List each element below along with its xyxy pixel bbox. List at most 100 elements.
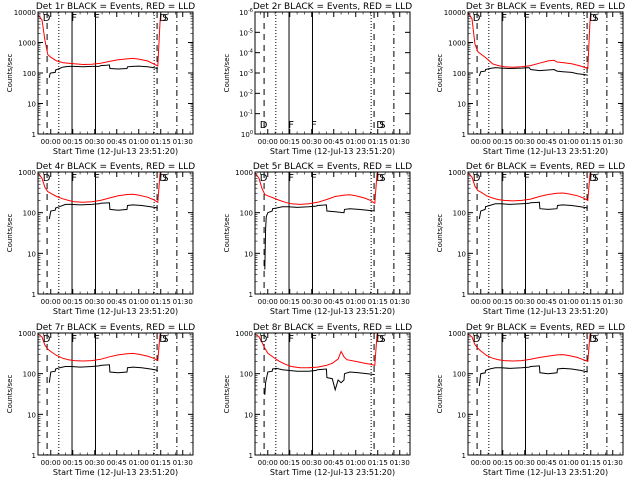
marker-label: F — [311, 120, 317, 131]
series-line-black — [264, 367, 375, 395]
marker-label: S — [162, 334, 168, 345]
marker-label: F — [524, 13, 530, 24]
y-tick-label: 10 — [244, 411, 253, 419]
x-tick-label: 00:30 — [515, 459, 535, 467]
plot-area — [38, 12, 178, 134]
x-tick-label: 00:15 — [63, 138, 83, 146]
y-tick-label: 100 — [453, 210, 466, 218]
x-tick-label: 01:00 — [559, 459, 579, 467]
x-tick-label: 00:15 — [280, 298, 300, 306]
marker-label: D — [589, 173, 597, 184]
y-axis-label: Counts/sec — [6, 54, 14, 93]
y-tick-label: 10 — [457, 250, 466, 258]
x-tick-label: 01:15 — [368, 459, 388, 467]
y-tick-label: 10 — [27, 101, 36, 109]
x-tick-label: 01:30 — [603, 459, 623, 467]
x-tick-label: 01:15 — [151, 459, 171, 467]
x-tick-label: 00:45 — [324, 138, 344, 146]
chart-title: Det 1r BLACK = Events, RED = LLD — [36, 2, 195, 12]
series-line-red — [468, 12, 592, 70]
series-line-red — [468, 172, 592, 202]
y-tick-label: 10-5 — [239, 28, 253, 37]
x-tick-label: 00:00 — [41, 298, 61, 306]
chart-panel-9: Det 9r BLACK = Events, RED = LLD Start Ti… — [436, 323, 625, 477]
y-tick-label: 10000 — [444, 9, 466, 17]
y-tick-label: 10 — [27, 411, 36, 419]
x-tick-label: 00:30 — [515, 138, 535, 146]
x-tick-label: 00:00 — [471, 138, 491, 146]
x-axis-label: Start Time (12-Jul-13 23:51:20) — [53, 147, 178, 156]
x-tick-label: 00:30 — [302, 298, 322, 306]
x-tick-label: 00:30 — [85, 138, 105, 146]
y-tick-label: 100 — [23, 371, 36, 379]
y-tick-label: 1 — [249, 452, 253, 460]
x-axis-label: Start Time (12-Jul-13 23:51:20) — [270, 307, 395, 316]
plot-area — [263, 12, 395, 134]
chart-panel-7: Det 7r BLACK = Events, RED = LLD Start Ti… — [6, 323, 195, 477]
y-tick-label: 1 — [32, 291, 36, 299]
marker-label: F — [94, 173, 100, 184]
marker-label: F — [71, 334, 77, 345]
chart-title: Det 2r BLACK = Events, RED = LLD — [253, 2, 412, 12]
y-tick-label: 1 — [462, 131, 466, 139]
x-tick-label: 00:15 — [63, 298, 83, 306]
x-tick-label: 00:00 — [258, 138, 278, 146]
y-tick-label: 10-4 — [239, 49, 253, 58]
marker-label: S — [162, 13, 168, 24]
y-tick-label: 10 — [244, 250, 253, 258]
marker-label: F — [501, 173, 507, 184]
y-axis-label: Counts/sec — [223, 375, 231, 414]
series-line-red — [38, 333, 162, 362]
x-tick-label: 01:15 — [368, 138, 388, 146]
marker-label: F — [311, 334, 317, 345]
plot-frame — [467, 332, 624, 456]
y-tick-label: 10-3 — [239, 69, 253, 78]
y-tick-label: 1000 — [235, 330, 253, 338]
x-axis-label: Start Time (12-Jul-13 23:51:20) — [53, 307, 178, 316]
marker-label: F — [288, 173, 294, 184]
x-tick-label: 01:00 — [129, 298, 149, 306]
series-line-black — [48, 364, 158, 383]
chart-title: Det 7r BLACK = Events, RED = LLD — [36, 323, 195, 333]
plot-frame — [254, 171, 411, 295]
x-tick-label: 00:45 — [537, 138, 557, 146]
marker-label: D — [43, 334, 51, 345]
plot-area — [468, 172, 608, 294]
y-axis-label: Counts/sec — [223, 214, 231, 253]
x-tick-label: 00:15 — [280, 138, 300, 146]
x-tick-label: 00:00 — [41, 459, 61, 467]
marker-label: D — [159, 334, 167, 345]
chart-panel-8: Det 8r BLACK = Events, RED = LLD Start Ti… — [223, 323, 412, 477]
series-line-black — [478, 365, 588, 386]
marker-label: D — [260, 334, 268, 345]
series-line-black — [264, 204, 375, 270]
y-tick-label: 10-6 — [239, 8, 253, 17]
marker-label: D — [376, 120, 384, 131]
marker-label: F — [71, 13, 77, 24]
x-tick-label: 01:00 — [559, 138, 579, 146]
y-tick-label: 1 — [32, 131, 36, 139]
chart-title: Det 8r BLACK = Events, RED = LLD — [253, 323, 412, 333]
x-tick-label: 01:30 — [173, 138, 193, 146]
marker-label: D — [260, 173, 268, 184]
marker-label: S — [379, 334, 385, 345]
x-tick-label: 01:15 — [151, 138, 171, 146]
x-tick-label: 01:15 — [581, 138, 601, 146]
plot-area — [38, 172, 178, 294]
y-tick-label: 1000 — [448, 169, 466, 177]
marker-label: D — [473, 13, 481, 24]
marker-label: D — [376, 334, 384, 345]
x-tick-label: 00:15 — [493, 298, 513, 306]
y-tick-label: 10 — [457, 101, 466, 109]
marker-label: F — [524, 334, 530, 345]
y-tick-label: 10-1 — [239, 110, 253, 119]
y-axis-label: Counts/sec — [436, 214, 444, 253]
x-axis-label: Start Time (12-Jul-13 23:51:20) — [53, 468, 178, 477]
x-tick-label: 00:45 — [537, 459, 557, 467]
chart-title: Det 6r BLACK = Events, RED = LLD — [466, 162, 625, 172]
x-tick-label: 00:45 — [324, 298, 344, 306]
y-tick-label: 10-2 — [239, 89, 253, 98]
marker-label: D — [159, 13, 167, 24]
series-line-red — [255, 333, 379, 369]
chart-panel-2: Det 2r BLACK = Events, RED = LLD Start Ti… — [223, 2, 412, 156]
